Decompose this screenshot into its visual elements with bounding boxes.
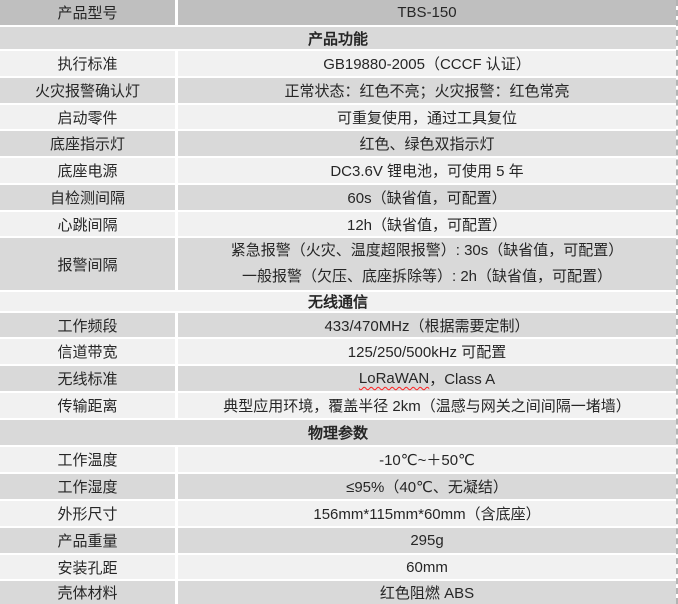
spec-label: 工作湿度: [0, 474, 178, 499]
spec-value: 红色阻燃 ABS: [379, 585, 475, 602]
section-header: 无线通信: [307, 294, 368, 311]
spec-value: 125/250/500kHz 可配置: [347, 344, 507, 361]
row-transmission-distance: 传输距离 典型应用环境，覆盖半径 2km（温感与网关之间间隔一堵墙）: [0, 393, 676, 420]
row-frequency-band: 工作频段 433/470MHz（根据需要定制）: [0, 313, 676, 339]
row-fire-alarm-indicator: 火灾报警确认灯 正常状态：红色不亮；火灾报警：红色常亮: [0, 78, 676, 105]
row-wireless-standard: 无线标准 LoRaWAN ，Class A: [0, 366, 676, 393]
spec-label: 自检测间隔: [0, 185, 178, 210]
spec-value: -10℃~＋50℃: [379, 452, 475, 469]
spec-value: 紧急报警（火灾、温度超限报警）: 30s（缺省值，可配置） 一般报警（欠压、底座…: [178, 238, 676, 290]
spec-label: 心跳间隔: [0, 212, 178, 236]
spec-value: ≤95%（40℃、无凝结）: [346, 479, 508, 496]
row-product-functions-header: 产品功能: [0, 27, 676, 51]
row-product-model: 产品型号 TBS-150: [0, 0, 676, 27]
spec-label: 无线标准: [0, 366, 178, 391]
row-channel-bandwidth: 信道带宽 125/250/500kHz 可配置: [0, 339, 676, 366]
spec-value: 12h（缺省值，可配置）: [346, 216, 508, 234]
row-alarm-interval: 报警间隔 紧急报警（火灾、温度超限报警）: 30s（缺省值，可配置） 一般报警（…: [0, 238, 676, 292]
spec-label: 安装孔距: [0, 555, 178, 579]
row-operating-temperature: 工作温度 -10℃~＋50℃: [0, 447, 676, 474]
spec-label: 报警间隔: [0, 238, 178, 290]
row-execution-standard: 执行标准 GB19880-2005（CCCF 认证）: [0, 51, 676, 78]
spec-value: 正常状态：红色不亮；火灾报警：红色常亮: [284, 83, 570, 100]
row-housing-material: 壳体材料 红色阻燃 ABS: [0, 581, 676, 604]
spec-value: LoRaWAN ，Class A: [178, 366, 676, 391]
section-header: 产品功能: [307, 30, 368, 48]
spec-label: 底座电源: [0, 158, 178, 183]
row-dimensions: 外形尺寸 156mm*115mm*60mm（含底座）: [0, 501, 676, 528]
spec-value: DC3.6V 锂电池，可使用 5 年: [330, 163, 524, 180]
spec-label: 执行标准: [0, 51, 178, 76]
spec-value: GB19880-2005（CCCF 认证）: [323, 56, 531, 73]
spec-label: 传输距离: [0, 393, 178, 418]
spec-label: 产品重量: [0, 528, 178, 553]
spec-value: 60s（缺省值，可配置）: [347, 190, 507, 207]
row-base-indicator-light: 底座指示灯 红色、绿色双指示灯: [0, 131, 676, 158]
spec-label: 底座指示灯: [0, 131, 178, 156]
spec-label: 外形尺寸: [0, 501, 178, 526]
spec-value: 典型应用环境，覆盖半径 2km（温感与网关之间间隔一堵墙）: [223, 398, 631, 415]
alarm-interval-line-general: 一般报警（欠压、底座拆除等）: 2h（缺省值，可配置）: [241, 268, 613, 285]
spec-label: 火灾报警确认灯: [0, 78, 178, 103]
spec-value: 295g: [410, 532, 444, 549]
row-self-check-interval: 自检测间隔 60s（缺省值，可配置）: [0, 185, 676, 212]
spec-value: 156mm*115mm*60mm（含底座）: [313, 506, 541, 523]
alarm-interval-line-urgent: 紧急报警（火灾、温度超限报警）: 30s（缺省值，可配置）: [230, 242, 624, 259]
spec-value: TBS-150: [397, 4, 457, 21]
spec-value-rest: ，Class A: [429, 371, 496, 388]
spec-label: 工作温度: [0, 447, 178, 472]
spec-value: 433/470MHz（根据需要定制）: [324, 317, 530, 335]
spec-label: 信道带宽: [0, 339, 178, 364]
row-base-power: 底座电源 DC3.6V 锂电池，可使用 5 年: [0, 158, 676, 185]
row-trigger-part: 启动零件 可重复使用，通过工具复位: [0, 105, 676, 131]
row-physical-params-header: 物理参数: [0, 420, 676, 447]
spellcheck-flagged-text: LoRaWAN: [358, 370, 430, 387]
spec-label: 产品型号: [0, 0, 178, 25]
section-header: 物理参数: [307, 425, 368, 442]
row-wireless-comm-header: 无线通信: [0, 292, 676, 313]
row-operating-humidity: 工作湿度 ≤95%（40℃、无凝结）: [0, 474, 676, 501]
spec-value: 可重复使用，通过工具复位: [336, 109, 517, 127]
spec-label: 工作频段: [0, 313, 178, 337]
spec-value: 60mm: [406, 558, 448, 576]
spec-label: 启动零件: [0, 105, 178, 129]
row-mounting-hole-distance: 安装孔距 60mm: [0, 555, 676, 581]
spec-value: 红色、绿色双指示灯: [359, 136, 495, 153]
row-heartbeat-interval: 心跳间隔 12h（缺省值，可配置）: [0, 212, 676, 238]
spec-label: 壳体材料: [0, 581, 178, 604]
row-product-weight: 产品重量 295g: [0, 528, 676, 555]
